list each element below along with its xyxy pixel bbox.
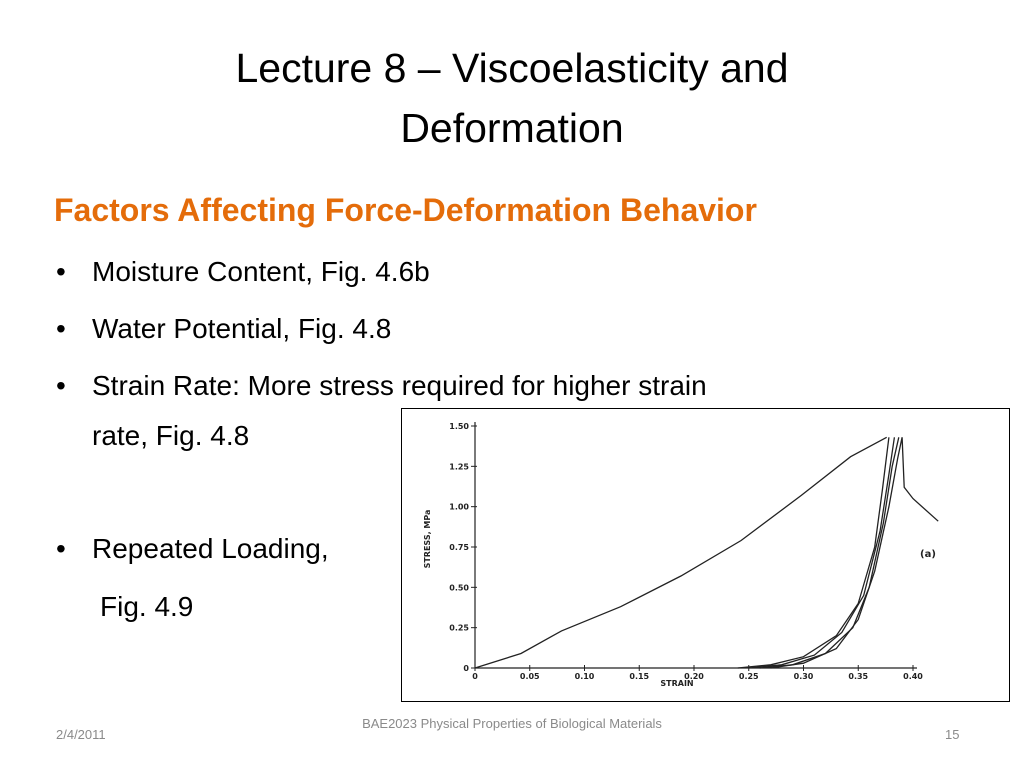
x-tick-label: 0.40 [903, 672, 923, 681]
bullet-text: Moisture Content, Fig. 4.6b [92, 256, 430, 287]
y-tick-label: 1.00 [449, 503, 469, 512]
x-tick-label: 0.05 [520, 672, 540, 681]
x-axis-label: STRAIN [660, 679, 693, 688]
bullet-text: Strain Rate: More stress required for hi… [92, 370, 707, 401]
y-tick-label: 0.25 [449, 624, 469, 633]
curve [759, 437, 900, 669]
x-tick-label: 0.35 [848, 672, 868, 681]
y-tick-label: 0.50 [449, 583, 469, 592]
bullet-text: Repeated Loading, [92, 533, 329, 564]
footer-center: BAE2023 Physical Properties of Biologica… [362, 716, 662, 731]
y-tick-label: 1.50 [449, 422, 469, 431]
footer-date: 2/4/2011 [56, 727, 106, 742]
bullet-text: Water Potential, Fig. 4.8 [92, 313, 392, 344]
bullet-dot: • [56, 313, 66, 344]
bullet-text: Fig. 4.9 [100, 591, 194, 622]
annotation: (a) [920, 549, 936, 560]
curve [737, 437, 890, 669]
x-tick-label: 0.25 [739, 672, 759, 681]
x-tick-label: 0.10 [575, 672, 595, 681]
y-tick-label: 0.75 [449, 543, 469, 552]
footer-page: 15 [945, 727, 960, 742]
bullet-dot: • [56, 256, 66, 287]
bullet-dot: • [56, 533, 66, 564]
title-line: Deformation [400, 105, 624, 151]
x-tick-label: 0.30 [794, 672, 814, 681]
subtitle: Factors Affecting Force-Deformation Beha… [54, 192, 757, 228]
title-line: Lecture 8 – Viscoelasticity and [235, 45, 789, 91]
curve [474, 436, 888, 669]
curve [748, 437, 896, 669]
curve [770, 437, 939, 669]
x-tick-label: 0.20 [684, 672, 704, 681]
x-tick-label: 0.15 [629, 672, 649, 681]
bullet-dot: • [56, 370, 66, 401]
figure: STRESS, MPa STRAIN (a) 0 0.25 0.50 0.75 1.00… [401, 408, 1010, 702]
y-tick-label: 0 [463, 664, 469, 673]
slide-title: Lecture 8 – Viscoelasticity and Deformat… [0, 38, 1024, 158]
bullet-text: rate, Fig. 4.8 [92, 420, 250, 451]
y-tick-label: 1.25 [449, 462, 469, 471]
y-axis-label: STRESS, MPa [423, 510, 432, 569]
x-tick-label: 0 [472, 672, 478, 681]
